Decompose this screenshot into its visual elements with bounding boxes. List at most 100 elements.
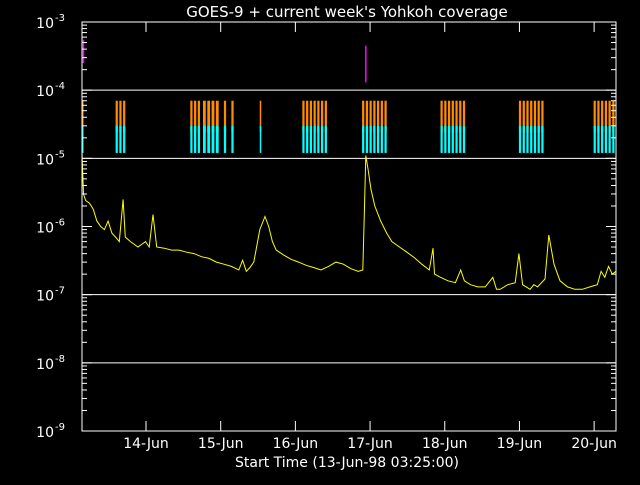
coverage-bar: [608, 125, 611, 153]
coverage-bar: [451, 100, 454, 133]
coverage-bar: [365, 100, 369, 133]
coverage-bar: [526, 100, 529, 133]
coverage-bar: [317, 100, 320, 133]
coverage-bar: [115, 125, 118, 153]
y-tick-exponent: -3: [55, 13, 65, 24]
coverage-bar: [123, 125, 126, 153]
coverage-bar: [593, 125, 596, 153]
plot-frame: [81, 21, 617, 432]
coverage-bar: [202, 100, 206, 133]
coverage-bar: [320, 100, 324, 133]
coverage-bar: [608, 100, 611, 133]
coverage-bar: [259, 100, 262, 133]
coverage-bar: [537, 100, 540, 133]
x-tick-label: 19-Jun: [497, 436, 543, 452]
coverage-bar: [306, 100, 309, 133]
coverage-bar: [115, 100, 118, 133]
coverage-bar: [601, 125, 604, 153]
coverage-bar: [123, 100, 126, 133]
y-tick-label: 10: [36, 152, 54, 168]
coverage-bar: [612, 100, 615, 133]
coverage-bar: [597, 125, 600, 153]
coverage-bar: [462, 100, 466, 133]
coverage-bar: [373, 100, 376, 133]
coverage-bar: [380, 125, 383, 153]
coverage-bar: [533, 100, 537, 133]
coverage-bar: [612, 125, 615, 153]
coverage-bar: [444, 125, 447, 153]
y-tick-label: 10: [36, 16, 54, 32]
coverage-bar: [447, 125, 451, 153]
coverage-bar: [604, 100, 608, 133]
coverage-bar: [231, 100, 234, 133]
coverage-bar: [380, 100, 383, 133]
coverage-bar: [313, 100, 316, 133]
y-tick-label: 10: [36, 84, 54, 100]
coverage-bar: [313, 125, 316, 153]
coverage-bar: [597, 100, 600, 133]
coverage-bar: [593, 100, 596, 133]
y-tick-label: 10: [36, 289, 54, 305]
coverage-bar: [518, 100, 522, 133]
coverage-bar: [215, 125, 219, 153]
x-tick-label: 18-Jun: [422, 436, 468, 452]
coverage-bar: [462, 125, 466, 153]
coverage-bar: [440, 100, 443, 133]
y-tick-exponent: -9: [55, 422, 65, 433]
coverage-bar: [223, 100, 227, 133]
chart-title: GOES-9 + current week's Yohkoh coverage: [186, 3, 508, 21]
coverage-bar: [377, 100, 380, 133]
coverage-bar: [537, 125, 540, 153]
coverage-bar: [377, 125, 380, 153]
y-tick-label: 10: [36, 221, 54, 237]
series-line: [81, 152, 617, 290]
axis-ticks: 10-910-810-710-610-510-410 -314-Jun 15-Jun…: [36, 13, 617, 452]
coverage-bar: [82, 125, 84, 153]
coverage-bar: [522, 100, 525, 133]
coverage-bar: [119, 100, 122, 133]
coverage-bar: [541, 125, 544, 153]
coverage-bar: [518, 125, 522, 153]
coverage-bar: [522, 125, 525, 153]
coverage-bar: [223, 125, 227, 153]
coverage-bar: [324, 125, 327, 153]
coverage-bar: [259, 125, 262, 153]
coverage-bar: [302, 125, 305, 153]
coverage-bar: [451, 125, 454, 153]
coverage-bar: [541, 100, 544, 133]
coverage-bar: [306, 125, 309, 153]
coverage-bar: [369, 100, 372, 133]
y-tick-label: 10: [36, 357, 54, 373]
coverage-bar: [362, 100, 365, 133]
coverage-bar: [530, 125, 533, 153]
y-tick-exponent: -5: [55, 149, 65, 160]
x-tick-label: 15-Jun: [198, 436, 244, 452]
coverage-bar: [190, 100, 193, 133]
coverage-bar: [444, 100, 447, 133]
coverage-bar: [320, 125, 324, 153]
coverage-bar: [194, 100, 197, 133]
coverage-bar: [82, 100, 84, 133]
coverage-bar: [197, 100, 200, 133]
coverage-bar: [215, 100, 219, 133]
coverage-bar: [309, 125, 313, 153]
y-tick-exponent: -8: [55, 354, 65, 365]
coverage-bar: [202, 125, 206, 153]
coverage-bar: [302, 100, 305, 133]
coverage-bar: [211, 125, 215, 153]
coverage-bar: [309, 100, 313, 133]
y-tick-label: 10: [36, 425, 54, 441]
coverage-bar: [384, 125, 387, 153]
coverage-bar: [601, 100, 604, 133]
coverage-bar: [231, 125, 234, 153]
coverage-bar: [455, 100, 458, 133]
coverage-bar: [440, 125, 443, 153]
coverage-bar: [526, 125, 529, 153]
coverage-bar: [447, 100, 451, 133]
coverage-bar: [533, 125, 537, 153]
coverage-bar: [207, 100, 211, 133]
coverage-bar: [530, 100, 533, 133]
y-tick-exponent: -7: [55, 286, 65, 297]
coverage-bar: [194, 125, 197, 153]
